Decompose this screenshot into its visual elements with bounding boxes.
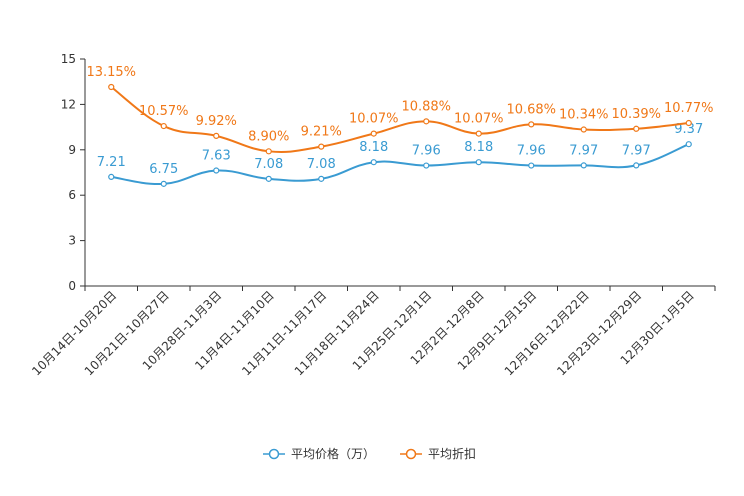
data-label: 7.96 [412,144,441,159]
y-tick-label: 0 [68,279,76,293]
data-point [528,121,535,128]
data-point [423,118,430,125]
data-point [423,162,430,169]
data-point [265,175,272,182]
data-label: 10.68% [506,102,556,117]
legend-label: 平均价格（万） [291,446,375,461]
data-label: 8.90% [248,129,289,144]
data-label: 10.07% [349,112,399,127]
y-tick-label: 3 [68,234,76,248]
data-point [580,162,587,169]
legend-item-discount-series[interactable]: 平均折扣 [400,446,476,461]
data-label: 8.18 [359,140,388,155]
data-point [370,159,377,166]
data-point [633,125,640,132]
data-point [213,167,220,174]
y-tick-label: 6 [68,188,76,202]
data-point [108,173,115,180]
data-point [265,148,272,155]
y-tick-label: 9 [68,143,76,157]
x-tick-label: 10月14日-10月20日 [29,288,119,378]
data-label: 7.96 [517,144,546,159]
legend[interactable]: 平均价格（万） 平均折扣 [263,446,476,461]
discount-series-line [110,86,689,153]
data-point [160,180,167,187]
y-tick-label: 15 [61,52,76,66]
data-point [475,130,482,137]
data-label: 7.63 [202,149,231,164]
legend-swatch-marker [268,448,280,460]
data-label: 13.15% [86,65,136,80]
data-point [318,143,325,150]
data-label: 10.07% [454,112,504,127]
discount-series: 13.15%10.57%9.92%8.90% 9.21%10.07%10.88%1… [86,65,714,155]
data-label: 10.34% [559,108,609,123]
axes: 0369121510月14日-10月20日10月21日-10月27日10月28日… [29,52,716,378]
data-label: 7.08 [254,157,283,172]
data-label: 8.18 [464,140,493,155]
data-point [528,162,535,169]
legend-item-price-series[interactable]: 平均价格（万） [263,446,375,461]
data-label: 9.92% [196,114,237,129]
data-point [685,119,692,127]
data-label: 10.88% [401,99,451,114]
data-point [580,126,587,133]
data-label: 9.21% [301,125,342,140]
data-label: 7.21 [97,155,126,170]
data-label: 6.75 [149,162,178,177]
legend-swatch-marker [405,448,417,460]
data-point [160,122,167,130]
data-point [108,83,115,91]
data-label: 7.97 [569,143,598,158]
data-label: 7.97 [622,143,651,158]
data-point [370,130,377,137]
data-label: 10.77% [664,101,714,116]
data-point [318,175,325,182]
data-label: 10.57% [139,104,189,119]
series-layer: 7.21 6.75 7.63 7.08 7.08 8.18 7.96 8.18 7.96 7.97… [86,65,714,187]
data-point [685,141,692,148]
data-point [213,132,220,139]
data-label: 10.39% [611,107,661,122]
data-label: 9.37 [674,122,703,137]
legend-label: 平均折扣 [428,446,476,461]
data-point [633,162,640,169]
data-point [475,159,482,166]
price-series: 7.21 6.75 7.63 7.08 7.08 8.18 7.96 8.18 7.96 7.97… [97,122,703,187]
y-tick-label: 12 [61,97,76,111]
data-label: 7.08 [307,157,336,172]
price-series-line [111,143,690,185]
